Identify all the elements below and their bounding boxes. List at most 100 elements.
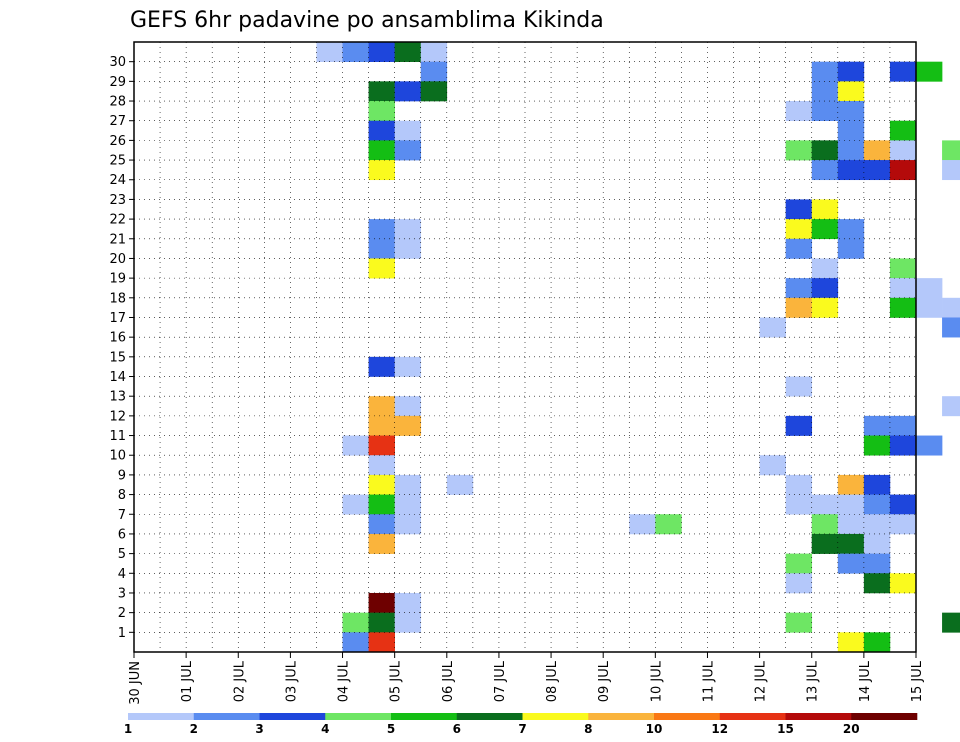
y-tick-label: 9: [118, 468, 126, 483]
colorbar-label: 6: [453, 722, 461, 736]
precip-cell: [785, 573, 813, 594]
precip-cell: [394, 219, 422, 240]
y-tick-label: 19: [109, 272, 126, 287]
precip-cell: [889, 494, 917, 515]
precip-cell: [394, 612, 422, 633]
precip-cell: [394, 396, 422, 417]
precip-cell: [863, 553, 891, 574]
colorbar-swatch: [193, 713, 260, 720]
precip-cell: [811, 514, 839, 535]
x-tick-label: 14 JUL: [858, 660, 873, 702]
precip-cell: [837, 61, 865, 82]
precip-cell: [368, 592, 395, 613]
colorbar-swatch: [325, 713, 392, 720]
colorbar-label: 4: [321, 722, 329, 736]
precip-cell: [811, 81, 839, 102]
precip-cell: [889, 140, 917, 161]
precip-cell: [889, 278, 917, 299]
plot-frame: [133, 41, 917, 653]
x-tick-label: 02 JUL: [232, 660, 247, 702]
precip-cell: [394, 514, 422, 535]
precip-cell: [785, 219, 813, 240]
precip-cell: [316, 42, 343, 62]
precip-cell: [837, 101, 865, 122]
precip-cell: [811, 101, 839, 122]
precip-cell: [889, 258, 917, 279]
precip-cell: [342, 42, 369, 62]
precip-cell: [368, 494, 395, 515]
x-tick-label: 13 JUL: [806, 660, 821, 702]
y-axis: 1234567891011121314151617181920212223242…: [109, 55, 134, 641]
precip-cell: [811, 160, 839, 181]
precip-cell: [368, 238, 395, 259]
precip-cell: [837, 514, 865, 535]
y-tick-label: 30: [109, 55, 126, 70]
precip-cell: [837, 553, 865, 574]
precip-cell: [368, 415, 395, 436]
precip-cell: [811, 494, 839, 515]
precip-cell: [837, 120, 865, 141]
precip-cell: [368, 120, 395, 141]
colorbar-label: 10: [646, 722, 663, 736]
precip-cells: [316, 42, 960, 653]
precip-cell: [629, 514, 656, 535]
colorbar-swatch: [654, 713, 721, 720]
precip-cell: [863, 632, 891, 653]
x-tick-label: 09 JUL: [597, 660, 612, 702]
y-tick-label: 17: [109, 311, 126, 326]
colorbar-label: 15: [777, 722, 794, 736]
colorbar-swatch: [588, 713, 655, 720]
precip-cell: [863, 474, 891, 495]
precip-cell: [863, 415, 891, 436]
chart-title: GEFS 6hr padavine po ansamblima Kikinda: [130, 8, 604, 33]
precip-cell: [837, 140, 865, 161]
precip-cell: [863, 514, 891, 535]
precip-cell: [368, 632, 395, 653]
y-tick-label: 5: [118, 547, 126, 562]
precip-cell: [785, 612, 813, 633]
colorbar-label: 12: [711, 722, 728, 736]
y-tick-label: 22: [109, 213, 126, 228]
y-tick-label: 27: [109, 114, 126, 129]
precip-cell: [837, 219, 865, 240]
y-tick-label: 8: [118, 488, 126, 503]
precip-cell: [785, 415, 813, 436]
precip-cell: [368, 514, 395, 535]
precip-cell: [368, 81, 395, 102]
colorbar-label: 8: [584, 722, 592, 736]
precip-cell: [863, 573, 891, 594]
colorbar-swatch: [719, 713, 786, 720]
precip-cell: [811, 140, 839, 161]
x-tick-label: 06 JUL: [441, 660, 456, 702]
x-tick-label: 10 JUL: [649, 660, 664, 702]
precip-cell: [394, 238, 422, 259]
y-tick-label: 10: [109, 449, 126, 464]
colorbar-label: 5: [387, 722, 395, 736]
colorbar-label: 7: [518, 722, 526, 736]
precip-cell: [863, 533, 891, 554]
precip-cell: [785, 474, 813, 495]
precip-cell: [785, 140, 813, 161]
precip-cell: [916, 435, 943, 456]
precip-cell: [942, 160, 960, 181]
precip-cell: [942, 140, 960, 161]
precip-cell: [863, 435, 891, 456]
precip-cell: [785, 238, 813, 259]
colorbar-swatch: [128, 713, 195, 720]
precip-cell: [368, 42, 395, 62]
y-tick-label: 25: [109, 154, 126, 169]
precip-cell: [368, 140, 395, 161]
precip-cell: [420, 42, 448, 62]
precip-cell: [889, 120, 917, 141]
precip-cell: [342, 632, 369, 653]
precip-cell: [394, 81, 422, 102]
precip-cell: [368, 396, 395, 417]
y-tick-label: 15: [109, 350, 126, 365]
y-tick-label: 2: [118, 606, 126, 621]
colorbar-label: 3: [255, 722, 263, 736]
precip-cell: [394, 120, 422, 141]
precip-cell: [759, 317, 786, 338]
precip-cell: [394, 140, 422, 161]
precip-cell: [368, 474, 395, 495]
precip-cell: [394, 415, 422, 436]
